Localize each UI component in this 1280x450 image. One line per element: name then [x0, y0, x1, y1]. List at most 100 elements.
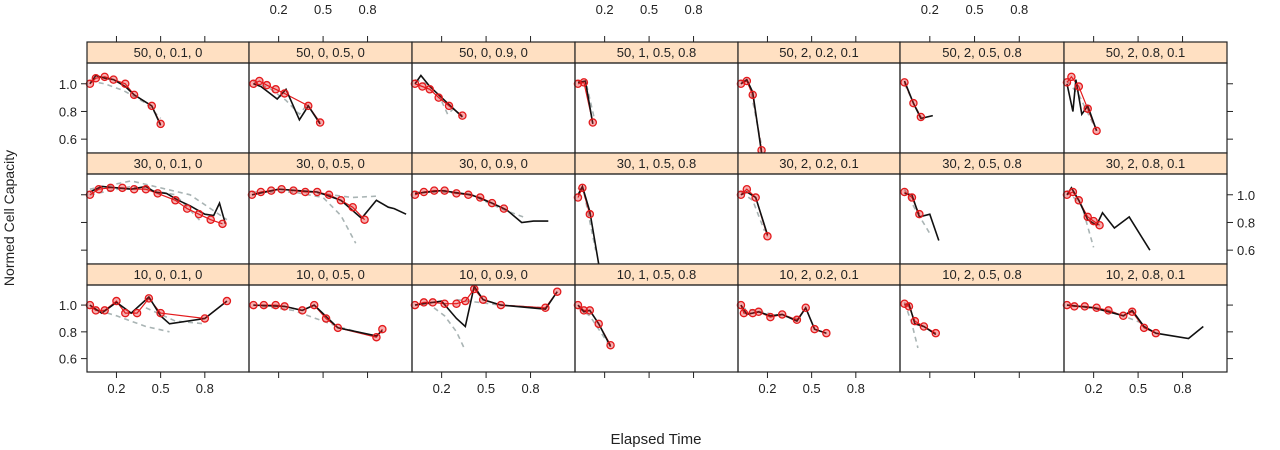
panel: 30, 0, 0.1, 0: [81, 152, 250, 265]
data-point: [452, 299, 461, 308]
data-point: [277, 184, 286, 194]
data-point: [931, 328, 941, 338]
panel: 30, 1, 0.5, 0.8: [573, 152, 739, 265]
x-tick-label: 0.2: [758, 381, 776, 396]
panel: 30, 0, 0.5, 0: [247, 152, 413, 265]
data-point: [1092, 126, 1101, 136]
data-point: [200, 314, 210, 323]
data-point: [1074, 196, 1084, 205]
data-point: [736, 300, 746, 310]
data-point: [1139, 323, 1149, 333]
panel: 50, 0, 0.5, 0 0.2 0.5 0.8: [248, 2, 413, 154]
strip-label: 10, 0, 0.9, 0: [459, 267, 528, 282]
data-point: [410, 300, 420, 310]
reference-line: [253, 80, 309, 116]
data-point: [249, 300, 258, 310]
data-point: [171, 196, 180, 205]
data-point: [222, 296, 232, 306]
data-point: [594, 319, 603, 329]
data-point: [496, 300, 506, 310]
data-point: [410, 190, 420, 200]
data-point: [499, 204, 509, 213]
strip-label: 10, 1, 0.5, 0.8: [617, 267, 697, 282]
data-point: [298, 306, 307, 315]
data-point: [766, 312, 775, 322]
panel: 10, 0, 0.1, 0 0.2 0.5 0.8 0.6 0.8 1.0: [59, 263, 250, 396]
x-tick-label: 0.5: [640, 2, 658, 17]
observed-line: [414, 189, 549, 224]
data-point: [336, 196, 346, 205]
data-point: [904, 302, 914, 311]
x-tick-label: 0.8: [1010, 2, 1028, 17]
data-point: [910, 316, 920, 326]
strip-label: 30, 2, 0.2, 0.1: [779, 156, 859, 171]
data-point: [1074, 82, 1084, 91]
data-point: [1083, 104, 1092, 113]
data-point: [418, 82, 427, 91]
panel: 10, 2, 0.5, 0.8: [899, 263, 1065, 378]
x-tick-label: 0.8: [522, 381, 540, 396]
observed-line: [89, 295, 228, 325]
data-point: [428, 298, 437, 307]
data-point: [1092, 303, 1101, 313]
data-point: [464, 190, 473, 200]
observed-line: [577, 304, 612, 347]
x-tick-label: 0.2: [107, 381, 125, 396]
y-tick-label: 0.8: [1237, 215, 1255, 230]
panel: 50, 2, 0.8, 0.1: [1062, 36, 1233, 154]
x-tick-label: 0.5: [152, 381, 170, 396]
data-point: [312, 187, 322, 197]
data-point: [360, 215, 369, 224]
panel: 10, 0, 0.5, 0: [248, 263, 413, 378]
data-point: [280, 302, 289, 311]
data-point: [1068, 187, 1078, 197]
data-point: [112, 296, 121, 306]
data-point: [109, 75, 118, 84]
x-tick-label: 0.5: [477, 381, 495, 396]
data-point: [792, 315, 802, 325]
data-point: [900, 187, 909, 197]
strip-label: 10, 0, 0.5, 0: [296, 267, 365, 282]
x-tick-label: 0.2: [596, 2, 614, 17]
data-point: [121, 308, 130, 318]
observed-line: [1066, 79, 1098, 132]
data-point: [256, 187, 266, 197]
data-point: [588, 118, 598, 127]
strip-label: 10, 2, 0.8, 0.1: [1106, 267, 1186, 282]
y-tick-label: 0.6: [59, 132, 77, 147]
reference-line: [903, 188, 931, 234]
data-point: [156, 119, 165, 129]
data-point: [144, 294, 154, 303]
data-point: [742, 184, 752, 194]
data-point: [1127, 307, 1137, 317]
data-point: [419, 187, 429, 197]
data-point: [1119, 311, 1128, 321]
panel: 50, 0, 0.9, 0: [410, 36, 576, 154]
x-axis-label: Elapsed Time: [611, 431, 702, 448]
data-point: [1151, 328, 1161, 338]
reference-line: [89, 80, 162, 119]
data-point: [606, 340, 615, 350]
data-point: [141, 184, 151, 194]
panel-frame: [574, 62, 739, 154]
data-point: [801, 303, 810, 313]
data-point: [487, 198, 497, 208]
panels-layer: 50, 0, 0.1, 0 0.6 0.8 1.0 50, 0, 0.5, 0 0.2 0.…: [59, 2, 1255, 396]
data-point: [763, 232, 772, 241]
data-point: [289, 186, 298, 195]
data-point: [378, 324, 387, 334]
data-point: [94, 184, 104, 194]
data-point: [271, 300, 280, 310]
data-point: [1067, 72, 1076, 82]
data-point: [315, 118, 325, 127]
data-point: [156, 308, 165, 318]
data-point: [153, 189, 162, 198]
data-point: [915, 209, 924, 219]
data-point: [1104, 306, 1113, 315]
data-point: [900, 299, 909, 308]
panel-frame: [1063, 284, 1228, 373]
panel-frame: [737, 284, 901, 373]
observed-line: [740, 78, 763, 153]
data-point: [1062, 78, 1072, 87]
